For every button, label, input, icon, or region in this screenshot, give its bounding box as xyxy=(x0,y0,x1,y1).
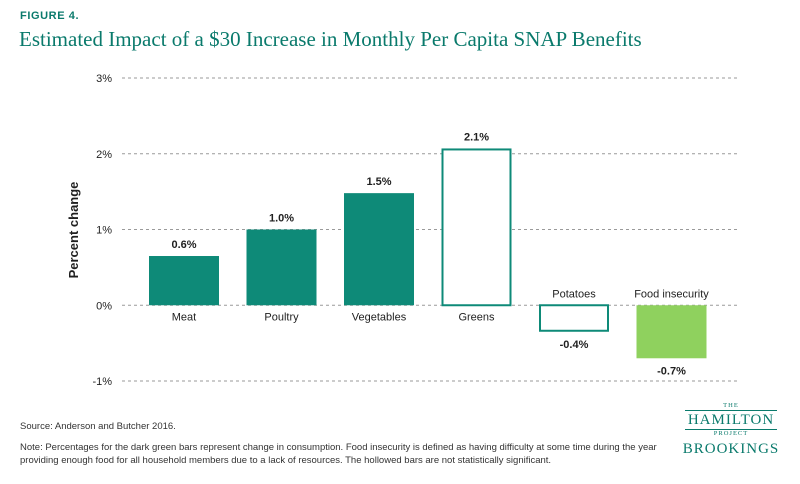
y-tick-label: 0% xyxy=(96,300,112,312)
chart-title: Estimated Impact of a $30 Increase in Mo… xyxy=(19,27,642,51)
category-label: Food insecurity xyxy=(634,288,709,300)
y-tick-label: 3% xyxy=(96,73,112,85)
data-label: -0.4% xyxy=(560,339,589,351)
data-labels: 0.6% 1.0% 1.5% 2.1% -0.4% -0.7% xyxy=(171,131,686,377)
bar-food-insecurity xyxy=(636,305,707,359)
category-label: Meat xyxy=(172,311,196,323)
data-label: 1.5% xyxy=(366,176,391,188)
category-label: Poultry xyxy=(264,311,299,323)
source-text: Source: Anderson and Butcher 2016. xyxy=(20,421,176,432)
bar-vegetables xyxy=(344,193,414,306)
data-label: -0.7% xyxy=(657,365,686,377)
bar-greens xyxy=(441,148,512,307)
logo-project: PROJECT xyxy=(713,430,749,437)
logo-the: THE xyxy=(723,402,739,409)
bar-potatoes xyxy=(539,304,609,332)
logo-brookings: BROOKINGS xyxy=(682,441,780,457)
y-tick-label: -1% xyxy=(92,376,112,388)
category-label: Greens xyxy=(458,311,495,323)
bars xyxy=(149,148,707,359)
category-labels: Meat Poultry Vegetables Greens Potatoes Food … xyxy=(172,288,710,323)
data-label: 1.0% xyxy=(269,213,294,225)
gridlines xyxy=(122,77,740,382)
note-text: Note: Percentages for the dark green bar… xyxy=(20,442,657,466)
figure-label: FIGURE 4. xyxy=(20,10,80,22)
hamilton-brookings-logo: THE HAMILTON PROJECT BROOKINGS xyxy=(676,402,786,458)
bar-meat xyxy=(149,256,219,306)
category-label: Potatoes xyxy=(552,288,596,300)
data-label: 2.1% xyxy=(464,131,489,143)
y-tick-label: 1% xyxy=(96,225,112,237)
y-axis-ticks: 3% 2% 1% 0% -1% xyxy=(92,73,112,388)
logo-hamilton: HAMILTON xyxy=(684,410,778,430)
category-label: Vegetables xyxy=(352,311,407,323)
data-label: 0.6% xyxy=(171,239,196,251)
y-tick-label: 2% xyxy=(96,149,112,161)
y-axis-label: Percent change xyxy=(66,182,81,279)
bar-poultry xyxy=(246,229,317,306)
bar-chart: 3% 2% 1% 0% -1% Percent change 0.6% 1.0% 1.5% 2… xyxy=(66,73,740,388)
